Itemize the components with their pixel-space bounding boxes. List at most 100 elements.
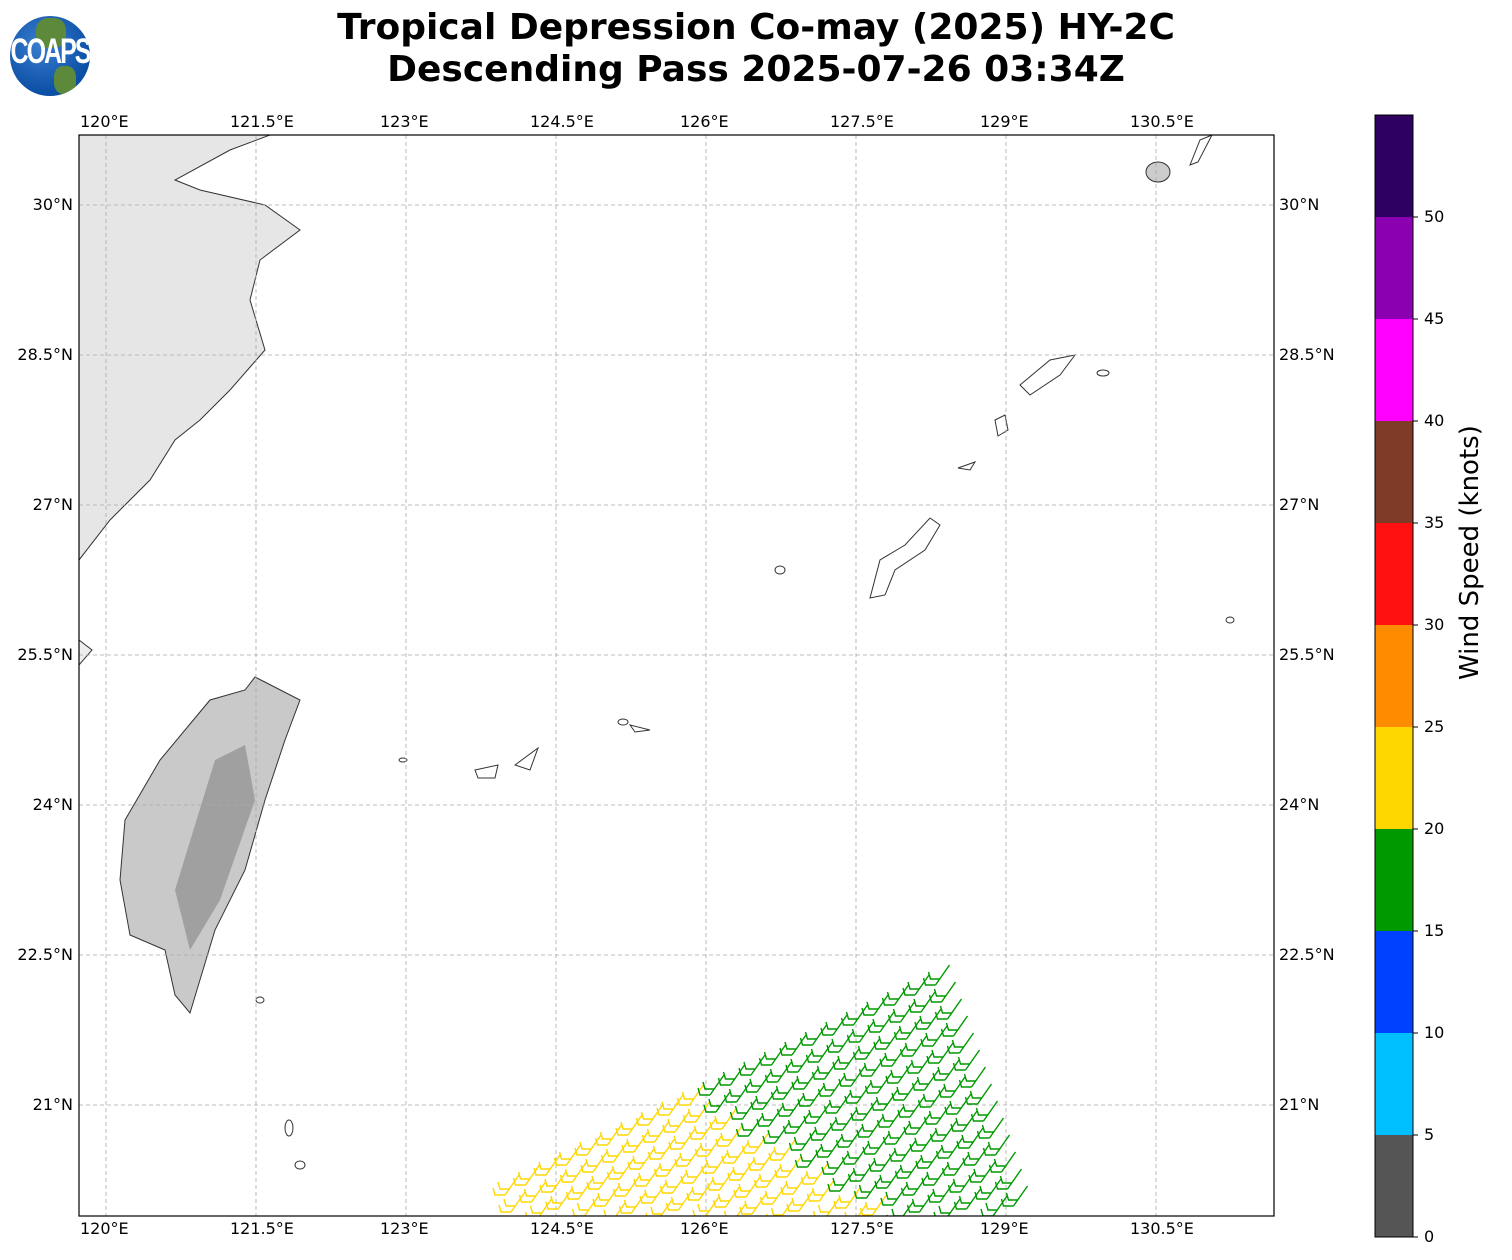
wind-barb (853, 1177, 882, 1199)
lat-tick-right: 25.5°N (1279, 645, 1335, 664)
lat-tick-right: 30°N (1279, 195, 1320, 214)
wind-barb (498, 1191, 526, 1213)
islands (255, 135, 1235, 1170)
wind-barb (826, 1031, 854, 1053)
wind-barb (968, 1161, 996, 1183)
lat-tick-right: 27°N (1279, 495, 1320, 514)
wind-barb (885, 1062, 913, 1084)
lon-tick-top: 123°E (380, 112, 429, 131)
colorbar-tick-label: 20 (1424, 819, 1445, 838)
wind-barb (592, 1185, 620, 1207)
wind-barb (799, 1024, 828, 1046)
lon-tick-bottom: 130.5°E (1130, 1219, 1194, 1238)
colorbar-bin (1375, 115, 1413, 217)
wind-barb (833, 1187, 861, 1209)
lat-tick-right: 22.5°N (1279, 945, 1335, 964)
colorbar (1374, 114, 1418, 1238)
lat-tick-left: 21°N (32, 1095, 73, 1114)
wind-barb (906, 1191, 935, 1213)
wind-barb (870, 1089, 899, 1111)
colorbar-tick-label: 0 (1424, 1227, 1435, 1246)
wind-barb (920, 1025, 948, 1047)
colorbar-tick-label: 25 (1424, 717, 1445, 736)
wind-barb (641, 1121, 670, 1143)
wind-barb (927, 1181, 955, 1203)
wind-barb (844, 1082, 872, 1104)
wind-barb (873, 1028, 901, 1050)
wind-barb (533, 1154, 561, 1176)
wind-barb (914, 1008, 942, 1030)
lat-tick-right: 24°N (1279, 795, 1320, 814)
wind-barb (703, 1091, 731, 1113)
wind-barb (700, 1152, 729, 1174)
wind-barb (739, 1193, 767, 1215)
colorbar-tick-label: 15 (1424, 921, 1445, 940)
land-taiwan (119, 676, 301, 1015)
wind-barb (571, 1195, 600, 1216)
wind-barb (835, 1126, 864, 1148)
wind-barb (639, 1182, 667, 1204)
colorbar-bin (1375, 829, 1413, 931)
lon-tick-top: 127.5°E (830, 112, 894, 131)
wind-barb (817, 1075, 846, 1097)
wind-barb (879, 1045, 907, 1067)
wind-barb (847, 1160, 876, 1182)
wind-barb (723, 1081, 752, 1103)
wind-barb (565, 1178, 594, 1200)
wind-barb (735, 1115, 764, 1137)
wind-barb (756, 1105, 784, 1127)
wind-barb (665, 1189, 694, 1211)
wind-barb (774, 1156, 802, 1178)
wind-barb (850, 1099, 878, 1121)
wind-barb (768, 1139, 796, 1161)
wind-barb (599, 1202, 626, 1216)
wind-barb (764, 1061, 793, 1083)
wind-barb (899, 1035, 928, 1057)
wind-barb (900, 1174, 929, 1196)
wind-barb (856, 1116, 884, 1138)
wind-barb (820, 1014, 848, 1036)
lon-tick-top: 124.5°E (530, 112, 594, 131)
lat-tick-left: 30°N (32, 195, 73, 214)
wind-barb (791, 1068, 819, 1090)
wind-barb (821, 1153, 849, 1175)
wind-barb (956, 1127, 984, 1149)
wind-barb (786, 1190, 814, 1212)
colorbar-tick-label: 35 (1424, 513, 1445, 532)
wind-barb (680, 1162, 708, 1184)
graticule (79, 135, 1274, 1216)
lon-tick-top: 130.5°E (1130, 112, 1194, 131)
wind-barb (934, 998, 963, 1020)
map-frame (78, 134, 1275, 1217)
wind-barb (887, 1001, 916, 1023)
wind-barb (806, 1180, 835, 1202)
wind-barb (894, 1157, 923, 1179)
wind-barb (941, 1154, 970, 1176)
wind-barb (744, 1071, 772, 1093)
wind-barb (928, 981, 957, 1003)
lon-tick-bottom: 129°E (980, 1219, 1029, 1238)
wind-barb (682, 1101, 711, 1123)
colorbar-tick-label: 5 (1424, 1125, 1435, 1144)
lon-tick-bottom: 120°E (80, 1219, 129, 1238)
wind-barb (921, 1164, 949, 1186)
wind-barb (911, 1069, 940, 1091)
wind-barb (812, 1197, 841, 1216)
wind-barb (952, 1049, 981, 1071)
wind-barb (905, 1052, 934, 1074)
wind-barb (805, 1041, 834, 1063)
wind-barb (692, 1196, 720, 1216)
wind-barb (645, 1199, 673, 1216)
wind-barb (706, 1169, 735, 1191)
wind-barb (926, 1042, 954, 1064)
wind-barb (653, 1155, 682, 1177)
lon-tick-bottom: 126°E (680, 1219, 729, 1238)
wind-barb (539, 1171, 567, 1193)
wind-barb (712, 1186, 741, 1208)
wind-barb (908, 991, 936, 1013)
wind-barb (841, 1143, 870, 1165)
wind-barb (753, 1166, 782, 1188)
title-line-2: Descending Pass 2025-07-26 03:34Z (387, 49, 1125, 90)
wind-barb (545, 1188, 573, 1210)
